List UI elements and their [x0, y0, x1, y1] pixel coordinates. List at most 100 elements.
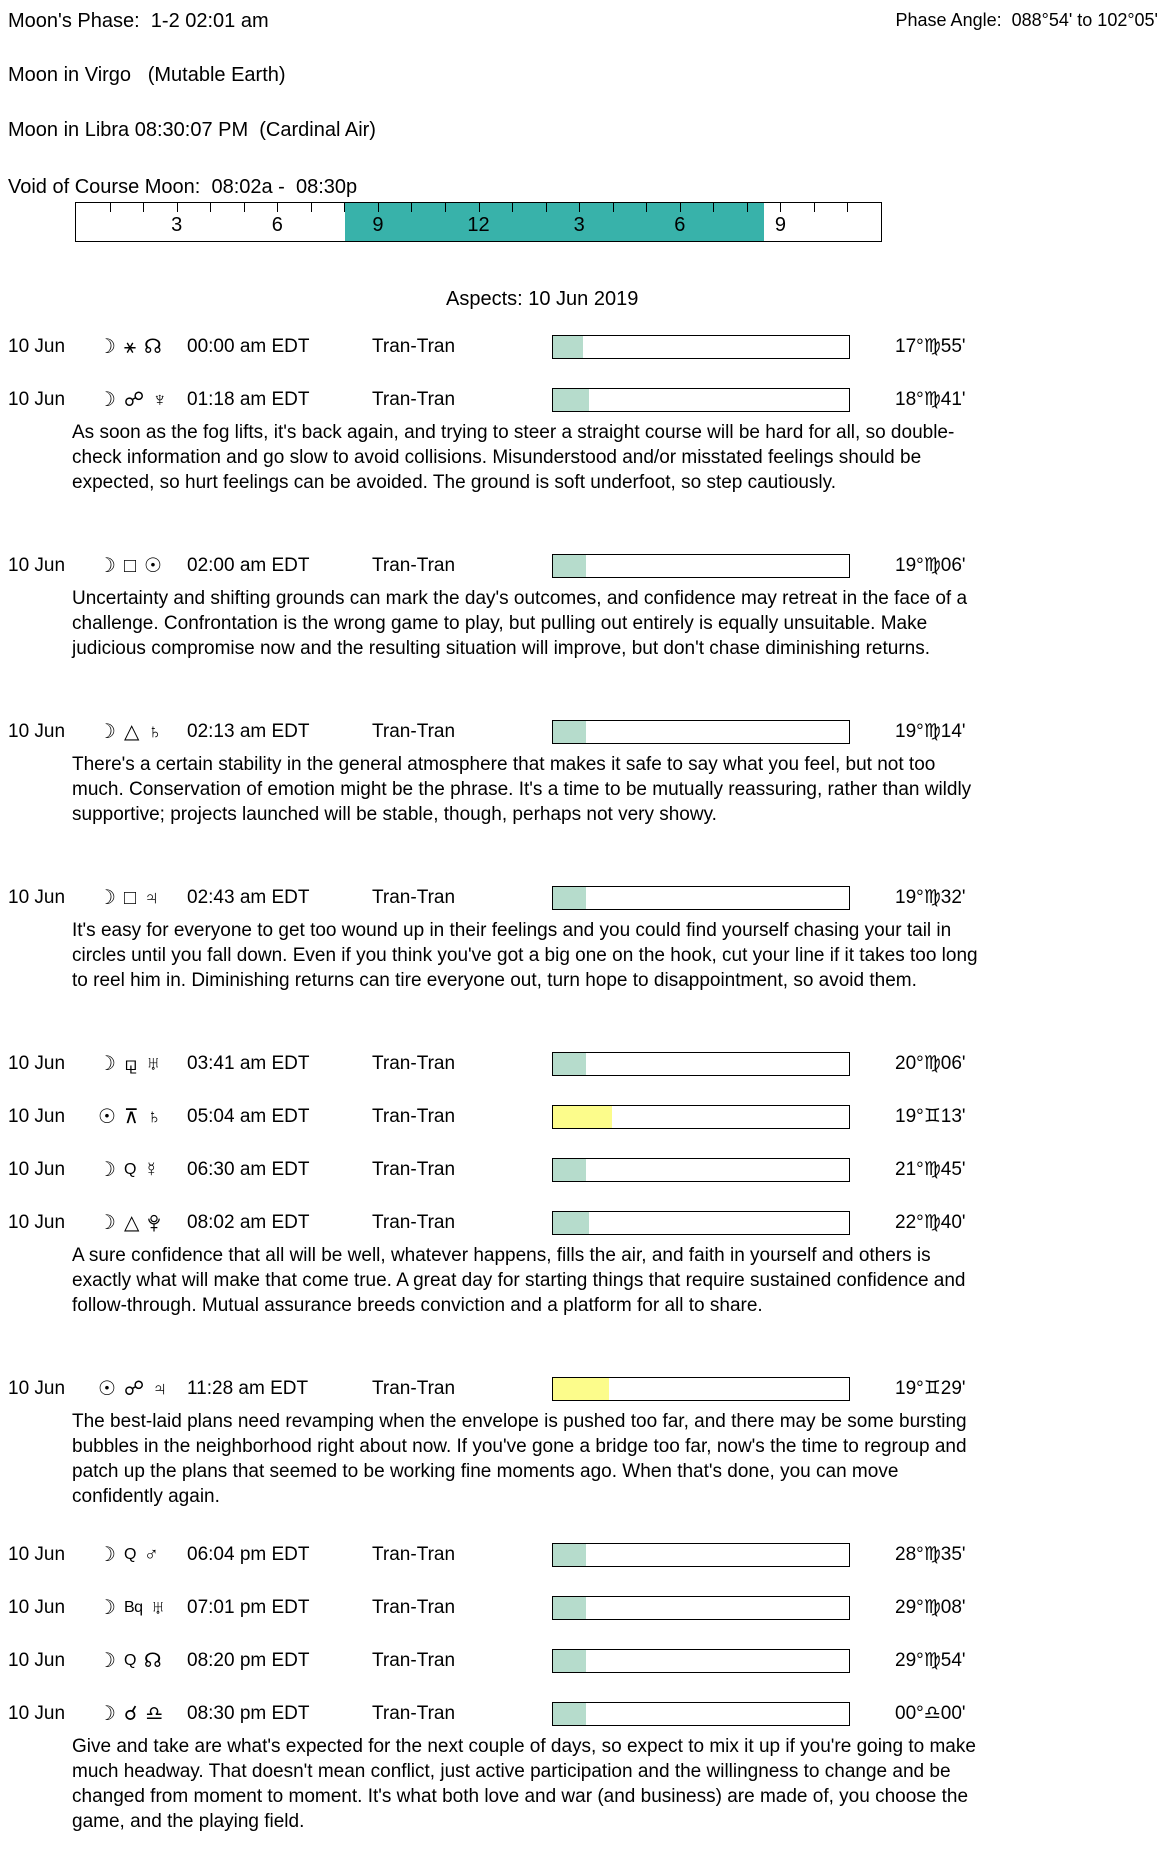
aspect-degree: 19°♊29' — [895, 1378, 966, 1399]
sun-icon: ☉ — [144, 555, 162, 577]
aspect-symbols: ☽ Q ♂ — [98, 1543, 159, 1567]
quintile-icon: Q — [123, 1546, 136, 1563]
sesquiquadrate-icon: ⚼ — [123, 1053, 138, 1075]
aspect-type-label: Tran-Tran — [372, 887, 456, 908]
aspect-time: 01:18 am EDT — [187, 389, 310, 410]
orb-bar — [552, 720, 850, 744]
aspect-time: 02:13 am EDT — [187, 721, 310, 742]
aspect-time: 03:41 am EDT — [187, 1053, 310, 1074]
uranus-icon: ♅ — [150, 1597, 166, 1619]
voc-timeline-ruler: 3 6 9 12 3 6 9 — [75, 202, 882, 242]
moons-phase-line: Moon's Phase: 1-2 02:01 am — [8, 10, 269, 32]
hour-tick — [813, 203, 815, 212]
moon-icon: ☽ — [98, 1212, 116, 1234]
aspect-symbols: ☽ △ ♄ — [98, 720, 162, 744]
aspect-time: 08:20 pm EDT — [187, 1650, 310, 1671]
aspect-type-label: Tran-Tran — [372, 1597, 456, 1618]
aspect-row: 10 Jun ☽ □ ♃ 02:43 am EDT Tran-Tran 19°♍32' It'… — [0, 886, 1166, 991]
mars-icon: ♂ — [143, 1544, 159, 1566]
orb-bar-fill — [553, 1212, 589, 1234]
hour-tick — [210, 203, 212, 212]
hour-tick — [847, 203, 849, 212]
hour-tick — [377, 203, 379, 212]
quintile-icon: Q — [123, 1652, 136, 1669]
hour-tick — [679, 203, 681, 212]
hour-tick — [612, 203, 614, 212]
orb-bar — [552, 1543, 850, 1567]
aspect-row: 10 Jun ☽ □ ☉ 02:00 am EDT Tran-Tran 19°♍06' Unc… — [0, 554, 1166, 659]
aspect-date: 10 Jun — [8, 1703, 66, 1724]
biquintile-icon: Bq — [123, 1599, 143, 1616]
aspect-symbols: ☽ ⚼ ♅ — [98, 1052, 161, 1076]
moon-icon: ☽ — [98, 555, 116, 577]
opposition-icon: ☍ — [123, 389, 145, 411]
conjunction-icon: ☌ — [123, 1703, 138, 1725]
aspect-date: 10 Jun — [8, 1650, 66, 1671]
sun-icon: ☉ — [98, 1378, 116, 1400]
aspect-row: 10 Jun ☽ ⚼ ♅ 03:41 am EDT Tran-Tran 20°♍06' — [0, 1052, 1166, 1076]
aspect-type-label: Tran-Tran — [372, 1378, 456, 1399]
hour-tick — [444, 203, 446, 212]
aspect-type-label: Tran-Tran — [372, 1159, 456, 1180]
orb-bar — [552, 1105, 850, 1129]
aspect-date: 10 Jun — [8, 1159, 66, 1180]
orb-bar-fill — [553, 1544, 586, 1566]
orb-bar-fill — [553, 1650, 586, 1672]
square-icon: □ — [123, 555, 137, 577]
pluto-icon — [148, 1214, 161, 1231]
aspect-degree: 22°♍40' — [895, 1212, 966, 1233]
sun-icon: ☉ — [98, 1106, 116, 1128]
orb-bar-fill — [553, 1703, 586, 1725]
orb-bar-fill — [553, 336, 583, 358]
orb-bar-fill — [553, 887, 586, 909]
aspect-note: There's a certain stability in the gener… — [72, 754, 972, 825]
orb-bar — [552, 1211, 850, 1235]
orb-bar — [552, 335, 850, 359]
aspect-type-label: Tran-Tran — [372, 1053, 456, 1074]
north-node-icon: ☊ — [143, 336, 162, 358]
aspect-symbols: ☉ ⊼ ♄ — [98, 1105, 162, 1129]
aspect-time: 05:04 am EDT — [187, 1106, 310, 1127]
square-icon: □ — [123, 887, 137, 909]
aspect-date: 10 Jun — [8, 1106, 66, 1127]
hour-tick — [109, 203, 111, 212]
aspect-date: 10 Jun — [8, 1053, 66, 1074]
aspect-type-label: Tran-Tran — [372, 1106, 456, 1127]
aspect-note: A sure confidence that all will be well,… — [72, 1245, 966, 1316]
aspect-type-label: Tran-Tran — [372, 1544, 456, 1565]
orb-bar — [552, 1702, 850, 1726]
moon-icon: ☽ — [98, 887, 116, 909]
aspect-time: 02:00 am EDT — [187, 555, 310, 576]
aspect-symbols: ☽ ☍ ♆ — [98, 388, 167, 412]
jupiter-icon: ♃ — [152, 1378, 168, 1400]
aspect-degree: 19°♍14' — [895, 721, 966, 742]
aspect-date: 10 Jun — [8, 887, 66, 908]
aspect-symbols: ☽ Q ☿ — [98, 1158, 159, 1182]
orb-bar — [552, 1158, 850, 1182]
orb-bar — [552, 554, 850, 578]
aspect-degree: 20°♍06' — [895, 1053, 966, 1074]
orb-bar-fill — [553, 1378, 610, 1400]
orb-bar-fill — [553, 1597, 586, 1619]
sextile-icon: ⚹ — [123, 336, 136, 358]
aspect-type-label: Tran-Tran — [372, 1212, 456, 1233]
aspect-row: 10 Jun ☽ ⚹ ☊ 00:00 am EDT Tran-Tran 17°♍55' — [0, 335, 1166, 359]
opposition-icon: ☍ — [123, 1378, 145, 1400]
aspect-row: 10 Jun ☽ Q ☊ 08:20 pm EDT Tran-Tran 29°♍54' — [0, 1649, 1166, 1673]
hour-tick — [176, 203, 178, 212]
aspect-type-label: Tran-Tran — [372, 1703, 456, 1724]
aspect-type-label: Tran-Tran — [372, 336, 456, 357]
aspect-note: Uncertainty and shifting grounds can mar… — [72, 588, 968, 659]
hour-label: 6 — [674, 214, 686, 236]
aspect-row: 10 Jun ☉ ☍ ♃ 11:28 am EDT Tran-Tran 19°♊29' The… — [0, 1377, 1166, 1507]
aspect-degree: 28°♍35' — [895, 1544, 966, 1565]
aspect-degree: 29°♍08' — [895, 1597, 966, 1618]
hour-tick — [545, 203, 547, 212]
aspect-note: Give and take are what's expected for th… — [72, 1736, 976, 1832]
orb-bar — [552, 1052, 850, 1076]
hour-tick — [713, 203, 715, 212]
hour-label: 9 — [372, 214, 384, 236]
orb-bar — [552, 1649, 850, 1673]
aspect-row: 10 Jun ☽ △ ♄ 02:13 am EDT Tran-Tran 19°♍14' The… — [0, 720, 1166, 825]
